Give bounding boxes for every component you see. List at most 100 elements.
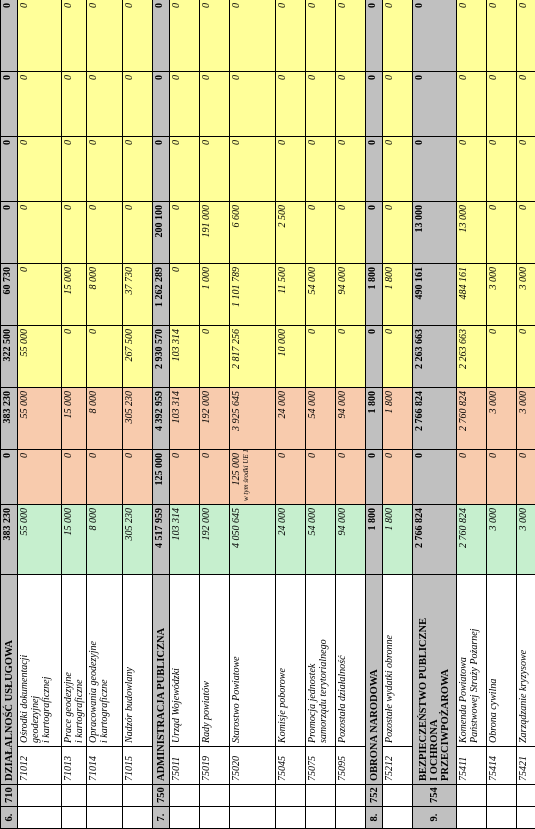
rozdzial-code: 71013 bbox=[61, 746, 87, 785]
value-total: 4 050 645 bbox=[229, 504, 276, 575]
value-wynagrodzenia: 2 263 663 bbox=[412, 325, 457, 388]
value-dotacje: 200 100 bbox=[152, 201, 170, 264]
value-majatkowe: 0 bbox=[516, 449, 535, 505]
value-wynagrodzenia: 322 500 bbox=[0, 325, 18, 388]
dzial-empty bbox=[275, 784, 306, 807]
value-statutowe: 0 bbox=[169, 263, 200, 326]
value-poreczenia: 0 bbox=[412, 71, 457, 137]
value-majatkowe: 0 bbox=[122, 449, 153, 505]
value-swiadczenia: 0 bbox=[169, 136, 200, 202]
value-obsluga-dlugu: 0 bbox=[275, 0, 306, 72]
value-majatkowe: 125 000 bbox=[152, 449, 170, 505]
value-swiadczenia: 0 bbox=[122, 136, 153, 202]
rozdzial-code: 75011 bbox=[169, 746, 200, 785]
value-total: 3 000 bbox=[486, 504, 517, 575]
value-poreczenia: 0 bbox=[335, 71, 366, 137]
table-row: 75414 Obrona cywilna 3 000 0 3 000 0 3 000 0 0 0 0 bbox=[486, 0, 517, 829]
rozdzial-code: 75095 bbox=[335, 746, 366, 785]
value-total: 305 230 bbox=[122, 504, 153, 575]
dzial-empty bbox=[86, 784, 123, 807]
row-number-empty bbox=[86, 806, 123, 829]
row-number-empty bbox=[516, 806, 535, 829]
row-number-empty bbox=[169, 806, 200, 829]
dzial-empty bbox=[486, 784, 517, 807]
value-poreczenia: 0 bbox=[122, 71, 153, 137]
row-number-empty bbox=[61, 806, 87, 829]
value-poreczenia: 0 bbox=[86, 71, 123, 137]
value-statutowe: 490 161 bbox=[412, 263, 457, 326]
row-number-empty bbox=[122, 806, 153, 829]
value-statutowe: 1 800 bbox=[365, 263, 383, 326]
dzial-code: 752 bbox=[365, 784, 383, 807]
value-biezace: 3 000 bbox=[516, 387, 535, 450]
value-biezace: 24 000 bbox=[275, 387, 306, 450]
item-name: Starostwo Powiatowe bbox=[229, 574, 276, 747]
value-statutowe: 94 000 bbox=[335, 263, 366, 326]
value-swiadczenia: 0 bbox=[86, 136, 123, 202]
value-majatkowe: 0 bbox=[412, 449, 457, 505]
table-row: 71014 Opracowania geodezyjne i kartografi… bbox=[86, 0, 123, 829]
value-total: 55 000 bbox=[17, 504, 62, 575]
value-obsluga-dlugu: 0 bbox=[229, 0, 276, 72]
value-total: 8 000 bbox=[86, 504, 123, 575]
value-poreczenia: 0 bbox=[199, 71, 230, 137]
value-majatkowe: 0 bbox=[382, 449, 413, 505]
value-wynagrodzenia: 267 500 bbox=[122, 325, 153, 388]
table-row: 75019 Rady powiatów 192 000 0 192 000 0 1 000 1… bbox=[199, 0, 230, 829]
value-biezace: 15 000 bbox=[61, 387, 87, 450]
rozdzial-code: 75019 bbox=[199, 746, 230, 785]
value-statutowe: 1 262 289 bbox=[152, 263, 170, 326]
row-number-empty bbox=[275, 806, 306, 829]
value-poreczenia: 0 bbox=[516, 71, 535, 137]
value-swiadczenia: 0 bbox=[229, 136, 276, 202]
value-total: 192 000 bbox=[199, 504, 230, 575]
value-swiadczenia: 0 bbox=[61, 136, 87, 202]
dzial-code: 710 bbox=[0, 784, 18, 807]
value-dotacje: 0 bbox=[382, 201, 413, 264]
value-total: 4 517 959 bbox=[152, 504, 170, 575]
value-poreczenia: 0 bbox=[17, 71, 62, 137]
value-poreczenia: 0 bbox=[61, 71, 87, 137]
value-wynagrodzenia: 2 817 256 bbox=[229, 325, 276, 388]
value-wynagrodzenia: 0 bbox=[335, 325, 366, 388]
value-statutowe: 1 000 bbox=[199, 263, 230, 326]
item-name: Komenda Powiatowa Państwowej Straży Poża… bbox=[456, 574, 487, 747]
value-statutowe: 60 730 bbox=[0, 263, 18, 326]
value-biezace: 94 000 bbox=[335, 387, 366, 450]
section-row: 7. 750 ADMINISTRACJA PUBLICZNA 4 517 959 125… bbox=[152, 0, 170, 829]
item-name: Opracowania geodezyjne i kartograficzne bbox=[86, 574, 123, 747]
value-wynagrodzenia: 2 930 570 bbox=[152, 325, 170, 388]
value-obsluga-dlugu: 0 bbox=[382, 0, 413, 72]
value-swiadczenia: 0 bbox=[17, 136, 62, 202]
item-name: Obrona cywilna bbox=[486, 574, 517, 747]
value-obsluga-dlugu: 0 bbox=[365, 0, 383, 72]
value-wynagrodzenia: 55 000 bbox=[17, 325, 62, 388]
value-majatkowe: 0 bbox=[456, 449, 487, 505]
dzial-code: 754 bbox=[412, 784, 457, 807]
value-biezace: 383 230 bbox=[0, 387, 18, 450]
row-number: 7. bbox=[152, 806, 170, 829]
row-number-empty bbox=[382, 806, 413, 829]
value-obsluga-dlugu: 0 bbox=[516, 0, 535, 72]
value-majatkowe: 0 bbox=[61, 449, 87, 505]
item-name: Nadzór budowlany bbox=[122, 574, 153, 747]
row-number-empty bbox=[305, 806, 336, 829]
value-dotacje: 191 000 bbox=[199, 201, 230, 264]
value-biezace: 3 925 645 bbox=[229, 387, 276, 450]
rozdzial-code: 75020 bbox=[229, 746, 276, 785]
value-total: 1 800 bbox=[382, 504, 413, 575]
table-row: 75421 Zarządzanie kryzysowe 3 000 0 3 000 0 3 … bbox=[516, 0, 535, 829]
item-name: Rady powiatów bbox=[199, 574, 230, 747]
value-dotacje: 2 500 bbox=[275, 201, 306, 264]
value-majatkowe: 0 bbox=[305, 449, 336, 505]
value-poreczenia: 0 bbox=[0, 71, 18, 137]
value-swiadczenia: 0 bbox=[0, 136, 18, 202]
item-name: Ośrodki dokumentacji geodezyjnej i karto… bbox=[17, 574, 62, 747]
value-dotacje: 0 bbox=[61, 201, 87, 264]
value-majatkowe: 125 000 w tym środki UE 113 643 bbox=[229, 449, 276, 505]
value-obsluga-dlugu: 0 bbox=[486, 0, 517, 72]
value-swiadczenia: 0 bbox=[335, 136, 366, 202]
value-total: 54 000 bbox=[305, 504, 336, 575]
table-row: 75411 Komenda Powiatowa Państwowej Straży… bbox=[456, 0, 487, 829]
